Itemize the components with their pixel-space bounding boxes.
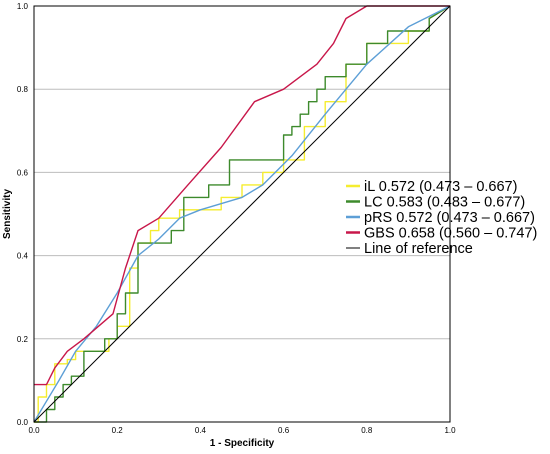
legend-label-line: Line of reference [364,241,473,257]
y-tick-label: 0.4 [17,252,29,261]
y-axis-ticks: 0.0 0.2 0.4 0.6 0.8 1.0 [17,2,29,427]
x-axis-ticks: 0.0 0.2 0.4 0.6 0.8 1.0 [28,426,456,435]
x-tick-label: 0.6 [278,426,290,435]
y-tick-label: 0.0 [17,418,29,427]
legend-label-prs: pRS 0.572 (0.473 – 0.667) [364,210,535,226]
x-axis-title: 1 - Specificity [210,438,275,449]
plot-frame [33,5,451,423]
series-line-line [33,5,451,423]
gridlines [34,88,450,340]
y-tick-label: 0.8 [17,85,29,94]
x-tick-label: 1.0 [444,426,456,435]
series-lines [33,5,451,423]
x-tick-label: 0.2 [112,426,124,435]
legend: iL 0.572 (0.473 – 0.667)LC 0.583 (0.483 … [346,179,537,257]
x-tick-label: 0.4 [195,426,207,435]
y-tick-label: 0.2 [17,335,29,344]
series-line-lc [34,5,451,423]
y-axis-title: Sensitivity [2,189,13,239]
x-tick-label: 0.0 [28,426,40,435]
y-tick-label: 0.6 [17,168,29,177]
legend-label-il: iL 0.572 (0.473 – 0.667) [364,179,517,195]
series-line-prs [33,5,451,423]
legend-label-gbs: GBS 0.658 (0.560 – 0.747) [364,226,537,242]
legend-label-lc: LC 0.583 (0.483 – 0.677) [364,195,525,211]
x-tick-label: 0.8 [361,426,373,435]
y-tick-label: 1.0 [17,2,29,11]
